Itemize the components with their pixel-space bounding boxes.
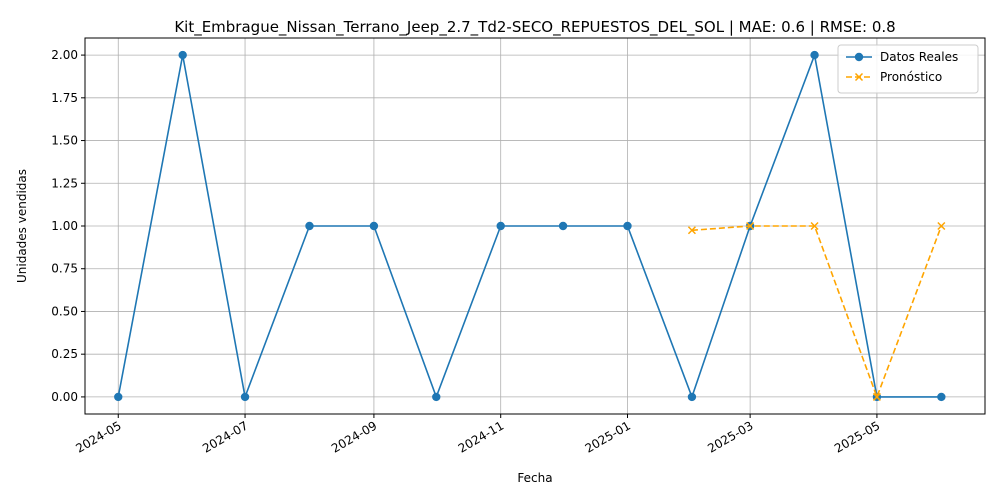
data-point <box>305 221 314 231</box>
data-point <box>369 221 379 231</box>
legend: Datos Reales Pronóstico <box>837 44 979 94</box>
legend-label: Datos Reales <box>880 50 958 64</box>
data-point <box>810 221 819 231</box>
legend-box <box>837 44 979 94</box>
y-tick-label: 0.50 <box>51 304 78 318</box>
x-tick-label: 2024-11 <box>456 418 506 455</box>
x-tick-label: 2025-01 <box>583 418 633 455</box>
data-point <box>178 50 187 60</box>
legend-label: Pronóstico <box>880 70 942 84</box>
data-point <box>114 392 123 402</box>
x-axis-label: Fecha <box>517 471 552 485</box>
data-point <box>687 226 696 235</box>
data-point <box>240 392 250 402</box>
x-tick-label: 2024-09 <box>329 418 379 455</box>
x-tick-label: 2025-03 <box>705 418 755 455</box>
legend-marker <box>854 72 864 82</box>
x-tick-label: 2024-05 <box>73 418 123 455</box>
data-point <box>937 392 946 402</box>
series-forecast <box>687 221 946 401</box>
data-point <box>687 392 697 402</box>
data-point <box>623 221 632 231</box>
y-axis-label: Unidades vendidas <box>15 169 29 283</box>
data-point <box>937 221 946 231</box>
x-tick-label: 2025-05 <box>832 418 882 455</box>
x-tick-label: 2024-07 <box>200 418 250 455</box>
y-tick-label: 1.50 <box>51 134 78 148</box>
data-point <box>810 50 819 60</box>
data-point <box>872 392 881 401</box>
data-point <box>432 392 441 402</box>
y-tick-label: 1.00 <box>51 219 78 233</box>
y-tick-label: 1.25 <box>51 176 78 190</box>
legend-marker <box>854 52 864 62</box>
y-tick-label: 1.75 <box>51 91 78 105</box>
data-point <box>558 221 568 231</box>
x-axis: 2024-05 2024-07 2024-09 2024-11 2025-01 2025-… <box>73 414 882 456</box>
series-line <box>117 52 942 400</box>
y-tick-label: 0.25 <box>51 347 78 361</box>
data-point <box>746 221 755 231</box>
series-layer <box>114 50 946 402</box>
chart-title: Kit_Embrague_Nissan_Terrano_Jeep_2.7_Td2… <box>174 18 895 37</box>
y-axis: 0.00 0.25 0.50 0.75 1.00 1.25 1.50 1.75 2.00 <box>51 48 85 404</box>
y-tick-label: 0.00 <box>51 390 78 404</box>
y-tick-label: 2.00 <box>51 48 78 62</box>
y-tick-label: 0.75 <box>51 262 78 276</box>
data-point <box>496 221 505 231</box>
